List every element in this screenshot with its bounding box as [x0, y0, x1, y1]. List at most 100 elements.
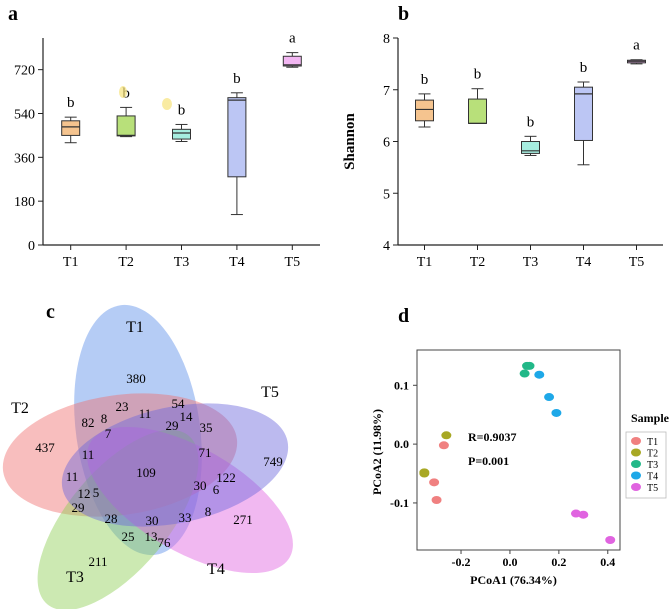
pcoa-legend-swatch-T1	[631, 437, 641, 445]
venn-region-count: 11	[66, 469, 79, 484]
shannon-box-T1	[415, 99, 434, 122]
venn-region-count: 5	[93, 485, 100, 500]
pcoa-p-annotation: P=0.001	[468, 454, 509, 468]
venn-region-count: 82	[82, 415, 95, 430]
chao1-ytick-label: 0	[28, 239, 35, 254]
shannon-significance-letter: a	[633, 38, 640, 54]
pcoa-legend-swatch-T2	[631, 448, 641, 457]
pcoa-plot-frame	[416, 349, 621, 551]
shannon-ytick-label: 4	[383, 239, 390, 254]
shannon-ytick-label: 5	[383, 187, 390, 202]
shannon-xtick-label: T1	[417, 255, 433, 270]
venn-region-count: 8	[101, 411, 108, 426]
venn-set-label-T5: T5	[261, 384, 279, 401]
venn-region-count: 33	[179, 510, 192, 525]
pcoa-point-T4	[544, 393, 555, 402]
venn-ellipse-T2	[2, 393, 238, 517]
venn-region-count: 122	[216, 470, 236, 485]
pcoa-point-T1	[431, 496, 442, 504]
pcoa-legend-swatch-T5	[631, 483, 641, 491]
chao1-xtick-label: T5	[285, 255, 301, 270]
venn-region-count: 11	[139, 406, 152, 421]
venn-set-label-T2: T2	[11, 400, 29, 417]
panel-letter-c: c	[46, 301, 55, 323]
pcoa-x-axis-title: PCoA1 (76.34%)	[470, 573, 557, 587]
chao1-box-T1	[61, 120, 81, 136]
chao1-ytick-label: 180	[14, 195, 35, 210]
venn-region-count: 749	[263, 454, 283, 469]
venn-region-count: 76	[158, 535, 172, 550]
venn-region-count: 8	[205, 504, 212, 519]
shannon-significance-letter: b	[527, 114, 535, 130]
pcoa-r-annotation: R=0.9037	[468, 430, 517, 444]
shannon-significance-letter: b	[580, 60, 588, 76]
pcoa-point-T4	[534, 370, 545, 379]
pcoa-xtick-label: 0.0	[502, 555, 517, 569]
chao1-box-T3	[172, 128, 191, 140]
pcoa-legend-title: Sample	[631, 411, 669, 425]
venn-region-count: 271	[233, 512, 253, 527]
venn-region-count: 25	[122, 529, 135, 544]
chao1-significance-letter: b	[233, 71, 241, 87]
pcoa-legend-label-T2: T2	[647, 449, 658, 460]
chao1-ytick-label: 360	[14, 151, 35, 166]
pcoa-legend-label-T5: T5	[647, 483, 658, 494]
pcoa-xtick-label: 0.2	[551, 555, 566, 569]
panel-letter-a: a	[8, 3, 18, 25]
shannon-box-T3	[521, 141, 540, 154]
venn-region-count: 109	[136, 465, 156, 480]
panel-letter-d: d	[398, 305, 409, 327]
venn-region-count: 7	[105, 426, 112, 441]
chao1-xtick-label: T2	[118, 255, 134, 270]
pcoa-point-T1	[438, 441, 449, 450]
chao1-y-axis-title: Chao1	[0, 121, 3, 163]
pcoa-point-T4	[551, 408, 562, 417]
pcoa-point-T1	[429, 478, 440, 487]
pcoa-xtick-label: 0.4	[600, 555, 615, 569]
venn-ellipse-T5	[61, 403, 289, 527]
chao1-xtick-label: T1	[63, 255, 79, 270]
venn-region-count: 211	[88, 554, 107, 569]
venn-region-count: 380	[126, 371, 146, 386]
pcoa-legend-label-T4: T4	[647, 472, 658, 483]
venn-region-count: 28	[105, 511, 118, 526]
venn-region-count: 23	[116, 399, 129, 414]
chao1-box-T2	[116, 115, 136, 137]
pcoa-xtick-label: -0.2	[452, 555, 471, 569]
venn-region-count: 11	[82, 447, 95, 462]
pcoa-ytick-label: -0.1	[390, 496, 409, 510]
venn-region-count: 54	[172, 396, 186, 411]
venn-region-count: 30	[146, 513, 159, 528]
pcoa-legend-box	[625, 431, 667, 499]
shannon-ytick-label: 6	[383, 136, 390, 151]
chao1-outlier-smudge	[162, 98, 172, 110]
shannon-xtick-label: T2	[470, 255, 486, 270]
shannon-ytick-label: 8	[383, 32, 390, 47]
pcoa-point-T2	[441, 431, 452, 440]
pcoa-point-T5	[578, 510, 589, 519]
venn-region-count: 437	[35, 440, 55, 455]
shannon-xtick-label: T4	[576, 255, 592, 270]
pcoa-point-T3	[524, 361, 535, 370]
venn-set-label-T3: T3	[66, 569, 84, 586]
chao1-outlier-smudge	[119, 86, 127, 98]
pcoa-legend-label-T1: T1	[647, 437, 658, 448]
venn-region-count: 12	[78, 486, 91, 501]
venn-region-count: 29	[166, 418, 179, 433]
pcoa-legend-swatch-T4	[631, 471, 641, 480]
shannon-significance-letter: b	[421, 72, 429, 88]
venn-set-label-T1: T1	[126, 319, 144, 336]
chao1-significance-letter: a	[289, 31, 296, 47]
chao1-ytick-label: 720	[14, 64, 35, 79]
pcoa-legend-label-T3: T3	[647, 460, 658, 471]
venn-ellipse-T4	[87, 426, 293, 574]
chao1-ytick-label: 540	[14, 107, 35, 122]
chao1-xtick-label: T3	[174, 255, 190, 270]
venn-region-count: 30	[194, 478, 207, 493]
chao1-significance-letter: b	[67, 95, 75, 111]
pcoa-y-axis-title: PCoA2 (11.98%)	[370, 409, 384, 495]
venn-region-count: 35	[200, 420, 213, 435]
chao1-box-T4	[227, 97, 247, 178]
chao1-significance-letter: b	[178, 102, 186, 118]
